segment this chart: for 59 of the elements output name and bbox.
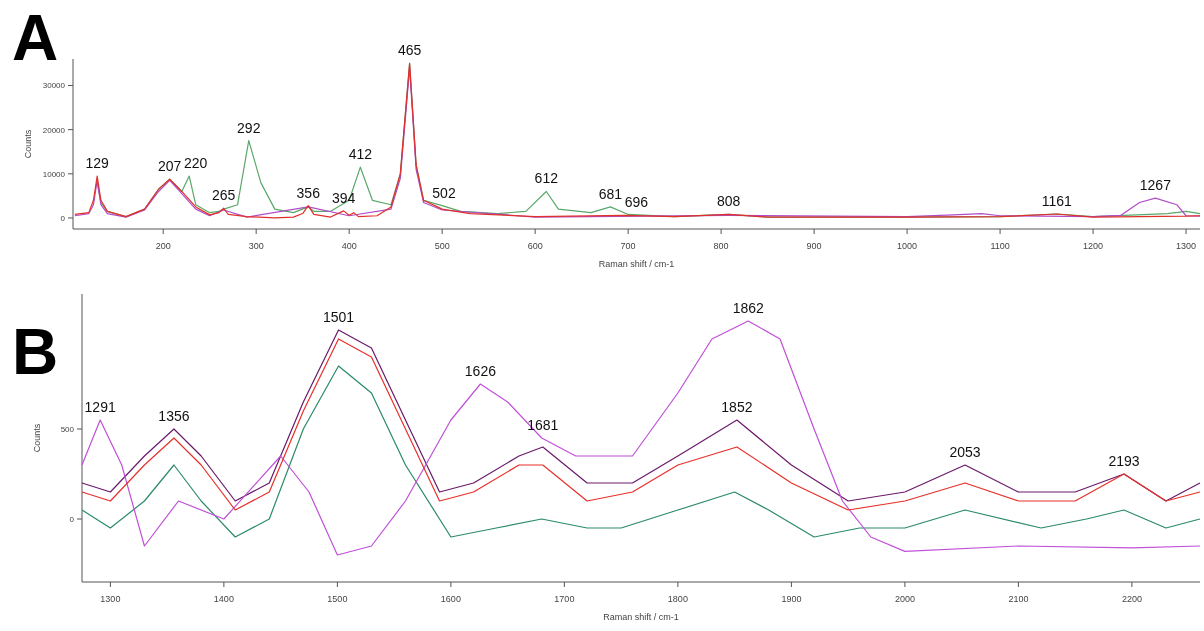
annotation: 292 <box>237 119 261 136</box>
x-tick-label: 400 <box>341 241 357 251</box>
x-tick-label: 1600 <box>440 594 461 604</box>
annotation: 220 <box>184 155 208 172</box>
x-tick-label: 1900 <box>781 594 802 604</box>
annotation: 412 <box>348 146 373 163</box>
annotation: 465 <box>397 42 422 59</box>
x-tick-label: 1000 <box>897 241 918 251</box>
annotation: 1501 <box>322 309 355 325</box>
x-tick-label: 1400 <box>213 594 234 604</box>
y-axis-title: Counts <box>32 423 42 453</box>
x-tick-label: 1700 <box>554 594 575 604</box>
chart-title: B <box>12 316 59 388</box>
x-tick-label: 1200 <box>1083 241 1104 251</box>
y-tick-label: 0 <box>60 213 66 223</box>
annotation: 129 <box>85 155 110 172</box>
x-tick-label: 1100 <box>990 241 1010 251</box>
y-axis-title: Counts <box>23 129 33 159</box>
annotation: 696 <box>624 194 649 211</box>
annotation: 1291 <box>84 399 116 415</box>
annotation: 1681 <box>527 417 559 433</box>
x-tick-label: 1800 <box>667 594 688 604</box>
x-tick-label: 300 <box>248 241 264 251</box>
x-tick-label: 1300 <box>1176 241 1197 251</box>
annotation: 1161 <box>1041 192 1073 209</box>
y-tick-label: 20000 <box>42 125 66 135</box>
annotation: 612 <box>534 170 559 187</box>
x-tick-label: 800 <box>713 241 729 251</box>
annotation: 1862 <box>732 300 765 316</box>
annotation: 1356 <box>158 408 190 424</box>
chart-title: A <box>12 2 59 74</box>
annotation: 394 <box>331 189 356 206</box>
y-tick-label: 0 <box>69 515 75 524</box>
y-tick-label: 30000 <box>42 81 66 91</box>
annotation: 2053 <box>949 444 981 460</box>
x-axis-title: Raman shift / cm-1 <box>598 259 675 269</box>
annotation: 502 <box>432 184 456 201</box>
annotation: 356 <box>296 184 321 201</box>
x-tick-label: 500 <box>434 241 450 251</box>
x-tick-label: 200 <box>155 241 171 251</box>
annotation: 1852 <box>721 399 753 415</box>
x-tick-label: 1300 <box>100 594 121 604</box>
x-tick-label: 2000 <box>894 594 915 604</box>
x-tick-label: 2200 <box>1121 594 1142 604</box>
x-tick-label: 1500 <box>327 594 348 604</box>
annotation: 2193 <box>1108 453 1140 469</box>
annotation: 1626 <box>464 363 497 379</box>
annotation: 207 <box>158 158 182 175</box>
annotation: 681 <box>598 185 623 202</box>
x-tick-label: 700 <box>620 241 636 251</box>
annotation: 265 <box>211 187 236 204</box>
annotation: 808 <box>716 193 741 210</box>
x-tick-label: 900 <box>806 241 822 251</box>
y-tick-label: 10000 <box>42 169 66 179</box>
x-tick-label: 600 <box>527 241 543 251</box>
x-tick-label: 2100 <box>1008 594 1029 604</box>
x-axis-title: Raman shift / cm-1 <box>603 612 679 622</box>
y-tick-label: 500 <box>60 425 75 434</box>
annotation: 1267 <box>1139 177 1172 194</box>
